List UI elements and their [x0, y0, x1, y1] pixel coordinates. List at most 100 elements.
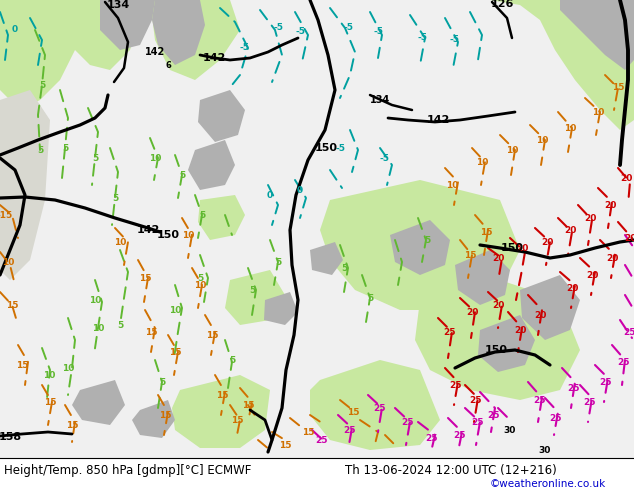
Text: 10: 10: [169, 305, 181, 315]
Text: 25: 25: [600, 377, 612, 387]
Polygon shape: [415, 280, 580, 400]
Text: 150: 150: [484, 345, 507, 355]
Text: Th 13-06-2024 12:00 UTC (12+216): Th 13-06-2024 12:00 UTC (12+216): [345, 464, 557, 476]
Text: 5: 5: [197, 273, 203, 283]
Text: 15: 15: [279, 441, 291, 449]
Text: 15: 15: [66, 420, 78, 430]
Text: Height/Temp. 850 hPa [gdmp][°C] ECMWF: Height/Temp. 850 hPa [gdmp][°C] ECMWF: [4, 464, 251, 476]
Text: 5: 5: [249, 286, 255, 294]
Polygon shape: [188, 140, 235, 190]
Polygon shape: [172, 375, 270, 448]
Polygon shape: [198, 90, 245, 142]
Polygon shape: [390, 220, 450, 275]
Text: 142: 142: [145, 47, 165, 57]
Text: 15: 15: [242, 400, 254, 410]
Text: 20: 20: [492, 300, 504, 310]
Text: 25: 25: [472, 417, 484, 426]
Text: 20: 20: [516, 244, 528, 252]
Text: 0: 0: [267, 191, 273, 199]
Text: 20: 20: [566, 284, 578, 293]
Text: 5: 5: [159, 377, 165, 387]
Text: 25: 25: [534, 395, 547, 405]
Text: 20: 20: [620, 173, 632, 182]
Text: 20: 20: [564, 225, 576, 235]
Polygon shape: [152, 0, 205, 65]
Text: 10: 10: [182, 230, 194, 240]
Text: 25: 25: [374, 403, 386, 413]
Polygon shape: [478, 315, 535, 372]
Text: 25: 25: [344, 425, 356, 435]
Text: 25: 25: [550, 414, 562, 422]
Polygon shape: [264, 292, 298, 325]
Text: 142: 142: [202, 53, 226, 63]
Text: -5: -5: [450, 35, 460, 45]
Text: 0: 0: [12, 25, 18, 34]
Polygon shape: [150, 0, 240, 80]
Polygon shape: [132, 400, 175, 438]
Text: 134: 134: [370, 95, 390, 105]
Text: 20: 20: [534, 311, 546, 319]
Polygon shape: [0, 90, 50, 280]
Text: 25: 25: [454, 431, 466, 440]
Text: 5: 5: [275, 258, 281, 267]
Text: 5: 5: [199, 211, 205, 220]
Text: 150: 150: [500, 243, 524, 253]
Text: 15: 15: [480, 227, 492, 237]
Text: 5: 5: [179, 171, 185, 179]
Text: 10: 10: [446, 180, 458, 190]
Text: 150: 150: [314, 143, 337, 153]
Text: 10: 10: [89, 295, 101, 304]
Text: 15: 15: [44, 397, 56, 407]
Text: 15: 15: [302, 427, 314, 437]
Text: 5: 5: [37, 146, 43, 154]
Text: 10: 10: [536, 136, 548, 145]
Text: 5: 5: [117, 320, 123, 329]
Polygon shape: [310, 360, 440, 450]
Text: 15: 15: [206, 330, 218, 340]
Polygon shape: [0, 0, 80, 110]
Text: 10: 10: [92, 323, 104, 333]
Polygon shape: [320, 180, 520, 310]
Text: 10: 10: [43, 370, 55, 379]
Text: 15: 15: [16, 361, 29, 369]
Text: 15: 15: [169, 347, 181, 357]
Text: 10: 10: [592, 107, 604, 117]
Polygon shape: [520, 275, 580, 340]
Text: ©weatheronline.co.uk: ©weatheronline.co.uk: [490, 479, 606, 489]
Text: 25: 25: [470, 395, 482, 405]
Text: 6: 6: [165, 61, 171, 70]
Text: 15: 15: [216, 391, 228, 399]
Text: 150: 150: [157, 230, 179, 240]
Polygon shape: [560, 0, 634, 70]
Polygon shape: [72, 380, 125, 425]
Text: 10: 10: [2, 258, 14, 267]
Text: 10: 10: [564, 123, 576, 132]
Text: 20: 20: [584, 214, 596, 222]
Text: 10: 10: [61, 364, 74, 372]
Polygon shape: [100, 0, 155, 50]
Text: 5: 5: [39, 80, 45, 90]
Text: 0: 0: [297, 186, 303, 195]
Text: 15: 15: [158, 411, 171, 419]
Text: 15: 15: [139, 273, 152, 283]
Text: -5: -5: [379, 153, 389, 163]
Text: -5: -5: [335, 144, 345, 152]
Text: -5: -5: [373, 27, 383, 36]
Text: 20: 20: [514, 325, 526, 335]
Text: 10: 10: [194, 280, 206, 290]
Text: -5: -5: [273, 24, 283, 32]
Text: 158: 158: [0, 432, 22, 442]
Text: 30: 30: [504, 425, 516, 435]
Polygon shape: [225, 270, 285, 325]
Text: 142: 142: [426, 115, 450, 125]
Text: 10: 10: [476, 157, 488, 167]
Text: 5: 5: [112, 194, 118, 202]
Text: -15: -15: [0, 211, 13, 220]
Text: 15: 15: [6, 300, 18, 310]
Text: 15: 15: [145, 327, 157, 337]
Text: 20: 20: [466, 308, 478, 317]
Text: 25: 25: [402, 417, 414, 426]
Text: 10: 10: [506, 146, 518, 154]
Text: 5: 5: [367, 294, 373, 302]
Text: 25: 25: [426, 434, 438, 442]
